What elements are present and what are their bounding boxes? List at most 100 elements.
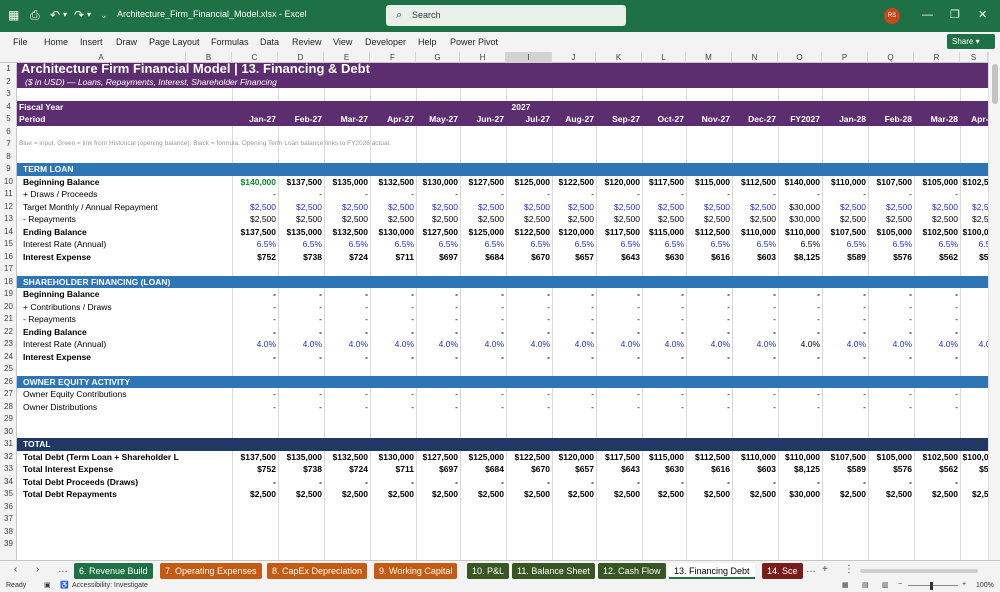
row-header-2[interactable]: 2	[6, 76, 11, 86]
row-label[interactable]: Ending Balance	[23, 326, 87, 337]
value-cell[interactable]: $135,000	[332, 176, 368, 187]
tab-overflow-icon[interactable]: …	[806, 564, 816, 575]
value-cell[interactable]: -	[681, 389, 684, 399]
value-cell[interactable]: -	[547, 289, 550, 299]
menu-developer[interactable]: Developer	[365, 37, 407, 47]
row-header-37[interactable]: 37	[4, 514, 13, 523]
value-cell[interactable]: -	[501, 189, 504, 199]
value-cell[interactable]: -	[727, 401, 730, 412]
value-cell[interactable]: 4.0%	[394, 339, 414, 349]
value-cell[interactable]: -	[960, 388, 988, 401]
value-cell[interactable]: $125,000	[468, 451, 504, 462]
column-header-q[interactable]: Q	[868, 52, 914, 63]
value-cell[interactable]: -	[411, 351, 414, 362]
value-cell[interactable]: -	[773, 326, 776, 337]
value-cell[interactable]: -	[863, 189, 866, 199]
value-cell[interactable]: -	[637, 189, 640, 199]
value-cell[interactable]: 4.0%	[800, 339, 820, 349]
value-cell[interactable]: $2,500	[250, 201, 276, 212]
row-label[interactable]: Owner Equity Contributions	[23, 389, 127, 399]
value-cell[interactable]: 6.5%	[892, 239, 912, 249]
row-header-34[interactable]: 34	[4, 476, 13, 486]
value-cell[interactable]: -	[727, 326, 730, 337]
value-cell[interactable]: $132,500	[378, 176, 414, 187]
value-cell[interactable]: $2,500	[568, 214, 594, 224]
value-cell[interactable]: -	[960, 476, 988, 489]
value-cell[interactable]: 4.0%	[664, 339, 684, 349]
column-header-c[interactable]: C	[232, 52, 278, 63]
row-label[interactable]: Total Interest Expense	[23, 464, 114, 474]
value-cell[interactable]: 4.0%	[302, 339, 322, 349]
period-header[interactable]: Jun-27	[476, 114, 504, 124]
value-cell[interactable]: -	[863, 289, 866, 299]
value-cell[interactable]: $548	[979, 464, 988, 474]
page-layout-icon[interactable]: ▤	[862, 582, 869, 589]
column-header-e[interactable]: E	[324, 52, 370, 63]
value-cell[interactable]: $127,500	[422, 451, 458, 462]
value-cell[interactable]: -	[365, 351, 368, 362]
avatar[interactable]: RS	[884, 8, 900, 24]
value-cell[interactable]: -	[455, 389, 458, 399]
row-label[interactable]: Interest Rate (Annual)	[23, 339, 107, 349]
row-label[interactable]: Beginning Balance	[23, 289, 100, 299]
value-cell[interactable]: $738	[303, 464, 322, 474]
value-cell[interactable]: $100,000	[962, 226, 988, 237]
value-cell[interactable]: $127,500	[468, 176, 504, 187]
value-cell[interactable]: -	[637, 314, 640, 324]
column-header-d[interactable]: D	[278, 52, 324, 63]
value-cell[interactable]: -	[501, 289, 504, 299]
value-cell[interactable]: $2,500	[972, 489, 988, 499]
period-header[interactable]: Mar-27	[340, 114, 368, 124]
normal-view-icon[interactable]: ▦	[842, 582, 849, 589]
value-cell[interactable]: -	[547, 351, 550, 362]
value-cell[interactable]: -	[817, 351, 820, 362]
value-cell[interactable]: 6.5%	[620, 239, 640, 249]
row-header-26[interactable]: 26	[4, 376, 13, 386]
row-label[interactable]: Owner Distributions	[23, 401, 98, 412]
value-cell[interactable]: -	[411, 189, 414, 199]
value-cell[interactable]: -	[455, 314, 458, 324]
row-label[interactable]: Beginning Balance	[23, 176, 100, 187]
value-cell[interactable]: -	[960, 351, 988, 364]
value-cell[interactable]: 4.0%	[892, 339, 912, 349]
row-header-11[interactable]: 11	[4, 189, 13, 198]
row-header-38[interactable]: 38	[4, 526, 13, 536]
row-header-35[interactable]: 35	[4, 489, 13, 498]
search-box[interactable]: ⌕ Search	[386, 5, 626, 26]
value-cell[interactable]: $8,125	[794, 251, 820, 262]
period-header[interactable]: FY2027	[790, 114, 820, 124]
value-cell[interactable]: $2,500	[704, 214, 730, 224]
value-cell[interactable]: -	[681, 351, 684, 362]
value-cell[interactable]: -	[773, 301, 776, 312]
value-cell[interactable]: $140,000	[240, 176, 276, 187]
value-cell[interactable]: -	[960, 188, 988, 201]
menu-formulas[interactable]: Formulas	[211, 37, 249, 47]
value-cell[interactable]: $122,500	[514, 451, 550, 462]
row-label[interactable]: + Contributions / Draws	[23, 301, 112, 312]
value-cell[interactable]: -	[637, 326, 640, 337]
value-cell[interactable]: -	[319, 351, 322, 362]
row-header-21[interactable]: 21	[4, 314, 13, 323]
value-cell[interactable]: 4.0%	[438, 339, 458, 349]
value-cell[interactable]: $130,000	[378, 451, 414, 462]
value-cell[interactable]: -	[773, 289, 776, 299]
value-cell[interactable]: $562	[939, 251, 958, 262]
period-header[interactable]: Dec-27	[748, 114, 776, 124]
column-header-k[interactable]: K	[596, 52, 642, 63]
value-cell[interactable]: $2,500	[342, 489, 368, 499]
sheet-tab[interactable]: 7. Operating Expenses	[160, 563, 262, 579]
menu-review[interactable]: Review	[292, 37, 322, 47]
value-cell[interactable]: -	[817, 301, 820, 312]
value-cell[interactable]: $2,500	[840, 201, 866, 212]
value-cell[interactable]: $2,500	[972, 201, 988, 212]
sheet-tab[interactable]: 6. Revenue Build	[74, 563, 153, 579]
value-cell[interactable]: $2,500	[524, 489, 550, 499]
period-header[interactable]: Apr-27	[387, 114, 414, 124]
value-cell[interactable]: -	[909, 289, 912, 299]
value-cell[interactable]: -	[319, 401, 322, 412]
value-cell[interactable]: $684	[485, 464, 504, 474]
value-cell[interactable]: 4.0%	[348, 339, 368, 349]
value-cell[interactable]: -	[365, 301, 368, 312]
value-cell[interactable]: -	[273, 289, 276, 299]
vertical-scrollbar[interactable]	[988, 52, 1000, 560]
